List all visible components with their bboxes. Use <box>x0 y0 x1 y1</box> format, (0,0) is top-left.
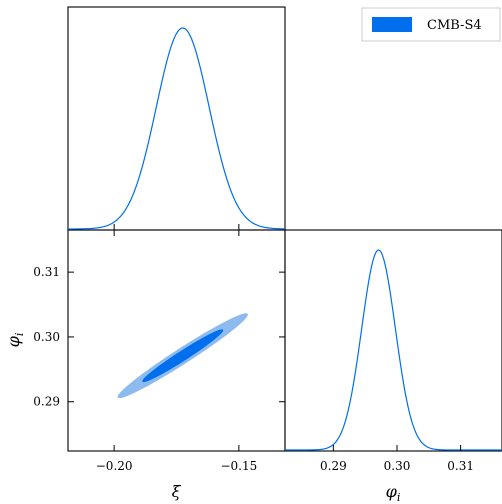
marginal-xi-frame <box>67 6 286 231</box>
phi-tick-label-y: 0.30 <box>33 330 60 344</box>
axis-ticks: −0.20 −0.15 0.29 0.29 0.30 0.30 0.31 0.31 <box>33 224 474 473</box>
joint-panel-frame <box>67 229 286 452</box>
contour-68pct <box>142 329 224 383</box>
x-axis-label-phi: φi <box>386 482 401 504</box>
x-axis-label-xi: ξ <box>172 482 182 501</box>
legend-swatch <box>372 17 412 32</box>
phi-tick-label-y: 0.29 <box>33 395 60 409</box>
marginal-xi-curve <box>68 27 286 230</box>
phi-tick-label-x: 0.30 <box>384 459 411 473</box>
phi-tick-label-x: 0.29 <box>320 459 347 473</box>
xi-tick-label: −0.15 <box>220 459 257 473</box>
joint-contours <box>117 313 248 399</box>
marginal-phi-curve-group <box>285 249 502 451</box>
phi-tick-label-y: 0.31 <box>33 265 60 279</box>
legend-label: CMB-S4 <box>427 18 482 33</box>
marginal-xi-curve-group <box>68 27 286 230</box>
y-axis-label-phi: φi <box>4 333 26 348</box>
legend: CMB-S4 <box>361 7 501 42</box>
xi-tick-label: −0.20 <box>96 459 133 473</box>
marginal-phi-frame <box>284 229 502 452</box>
phi-tick-label-x: 0.31 <box>447 459 474 473</box>
marginal-phi-curve <box>285 249 502 451</box>
